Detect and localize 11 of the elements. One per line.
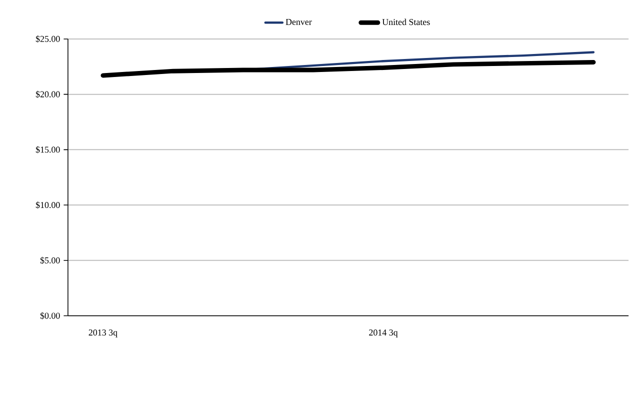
- legend-label: United States: [382, 18, 430, 26]
- legend-label: Denver: [286, 19, 312, 26]
- line-series: [100, 60, 596, 78]
- y-tick-label: $5.00: [40, 256, 60, 264]
- x-tick-label: 2014 3q: [369, 330, 398, 338]
- y-tick-label: $20.00: [36, 90, 60, 98]
- y-tick-label: $25.00: [36, 36, 60, 43]
- y-tick-label: $15.00: [36, 146, 60, 154]
- x-tick-label: 2013 3q: [88, 330, 118, 338]
- y-tick-label: $0.00: [40, 312, 60, 320]
- y-tick-label: $10.00: [36, 202, 60, 209]
